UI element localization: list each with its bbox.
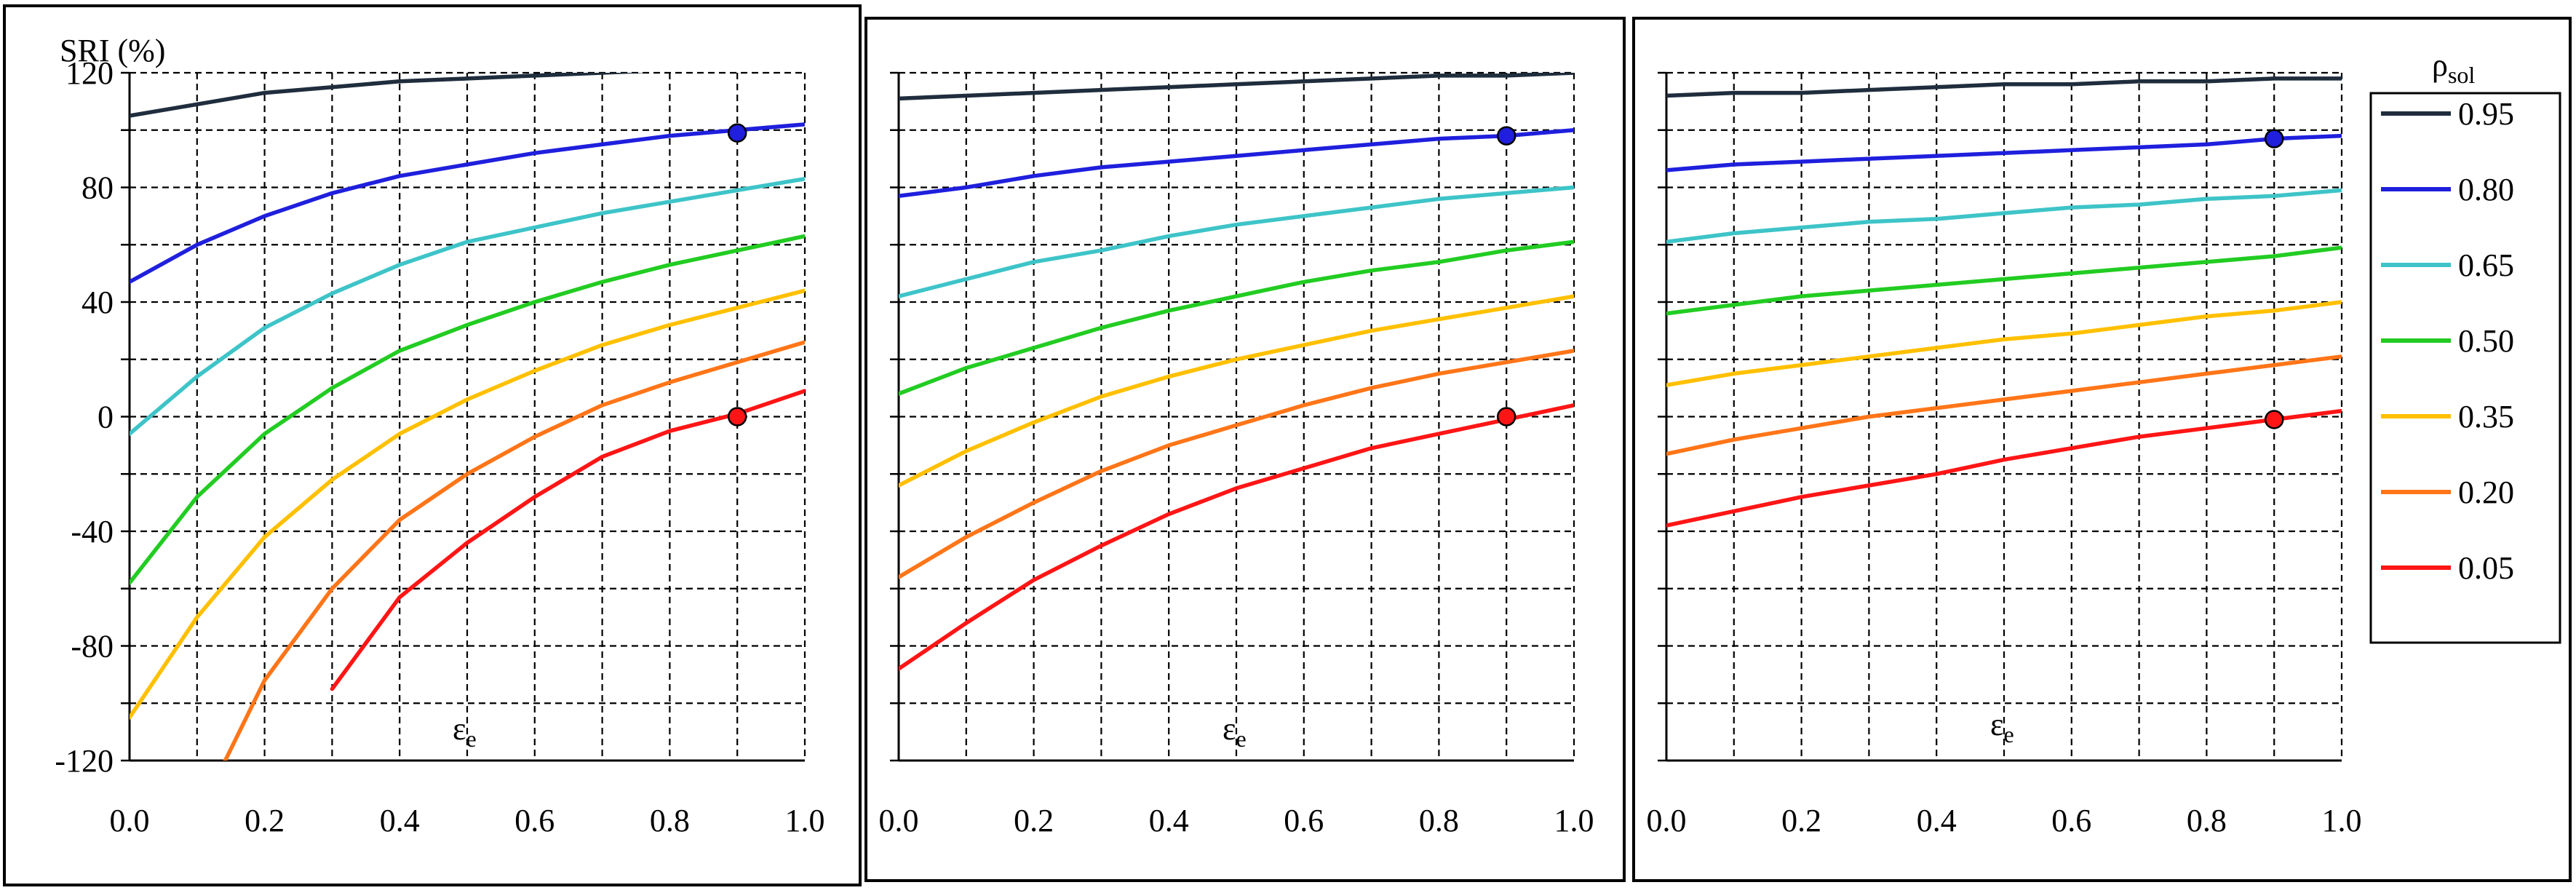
x-tick-label: 0.0 bbox=[1647, 803, 1687, 838]
legend-label-0-20: 0.20 bbox=[2458, 475, 2514, 510]
panel-left-markers bbox=[727, 123, 747, 426]
series-line-0-65 bbox=[130, 176, 805, 436]
series-line-0-80 bbox=[130, 122, 805, 285]
panel-middle: 0.0 0.2 0.4 0.6 0.8 1.0 εe bbox=[879, 71, 1594, 838]
series-line-0-35 bbox=[130, 288, 805, 720]
series-line-0-20 bbox=[223, 340, 805, 761]
x-tick-label: 0.6 bbox=[1284, 803, 1324, 838]
panel-middle-frame bbox=[864, 17, 1626, 882]
panel-right-markers bbox=[2264, 129, 2284, 429]
legend: ρsol 0.95 0.80 0.65 0.50 0.35 0.20 0.05 bbox=[2369, 47, 2561, 644]
x-tick-label: 0.6 bbox=[2051, 803, 2091, 838]
legend-label-0-65: 0.65 bbox=[2458, 247, 2514, 283]
panel-left-grid bbox=[121, 71, 806, 762]
series-line-0-80 bbox=[899, 128, 1574, 199]
x-tick-label: 0.4 bbox=[1149, 803, 1189, 838]
legend-label-0-80: 0.80 bbox=[2458, 172, 2514, 207]
series-line-0-95 bbox=[899, 73, 1574, 101]
x-tick-label: 0.4 bbox=[380, 803, 420, 838]
series-line-0-05 bbox=[330, 389, 805, 691]
reference-point-marker bbox=[727, 407, 747, 426]
panel-middle-x-ticks: 0.0 0.2 0.4 0.6 0.8 1.0 bbox=[879, 803, 1594, 838]
y-tick-label: 40 bbox=[82, 285, 114, 320]
series-line-0-95 bbox=[1666, 76, 2342, 98]
x-tick-label: 0.6 bbox=[514, 803, 554, 838]
legend-label-0-95: 0.95 bbox=[2458, 96, 2514, 132]
legend-label-0-50: 0.50 bbox=[2458, 323, 2514, 359]
series-line-0-80 bbox=[1666, 133, 2342, 172]
x-tick-label: 1.0 bbox=[2322, 803, 2362, 838]
series-line-0-20 bbox=[899, 349, 1574, 579]
legend-title: ρsol bbox=[2432, 47, 2475, 88]
x-tick-label: 0.0 bbox=[879, 803, 919, 838]
x-tick-label: 0.0 bbox=[110, 803, 150, 838]
x-tick-label: 0.2 bbox=[1781, 803, 1821, 838]
reference-point-marker bbox=[2264, 410, 2284, 429]
series-line-0-05 bbox=[1666, 408, 2342, 528]
series-line-0-50 bbox=[899, 239, 1574, 396]
series-line-0-50 bbox=[130, 234, 805, 585]
x-tick-label: 0.4 bbox=[1917, 803, 1957, 838]
y-tick-label: 80 bbox=[82, 170, 114, 206]
series-line-0-05 bbox=[899, 403, 1574, 671]
panel-right-grid bbox=[1658, 71, 2343, 762]
y-axis-title: SRI (%) bbox=[60, 33, 165, 68]
x-axis-title-middle: εe bbox=[1223, 711, 1247, 752]
x-axis-title-left: εe bbox=[453, 711, 477, 752]
panel-left: 120 80 40 0 -40 -80 -120 0.0 0.2 0.4 0.6 0.8 1.0 SR… bbox=[55, 33, 824, 838]
series-line-0-65 bbox=[899, 185, 1574, 298]
x-tick-label: 0.8 bbox=[650, 803, 690, 838]
panel-left-x-ticks: 0.0 0.2 0.4 0.6 0.8 1.0 bbox=[110, 803, 825, 838]
series-line-0-50 bbox=[1666, 245, 2342, 316]
panel-middle-markers bbox=[1496, 126, 1516, 426]
y-tick-label: -80 bbox=[71, 629, 114, 664]
panel-right-x-ticks: 0.0 0.2 0.4 0.6 0.8 1.0 bbox=[1647, 803, 2362, 838]
reference-point-marker bbox=[1496, 126, 1516, 146]
x-tick-label: 0.2 bbox=[245, 803, 285, 838]
series-line-0-35 bbox=[1666, 300, 2342, 387]
legend-box bbox=[2369, 92, 2561, 644]
legend-items: 0.95 0.80 0.65 0.50 0.35 0.20 0.05 bbox=[2381, 96, 2514, 586]
series-line-0-65 bbox=[1666, 188, 2342, 245]
series-line-0-35 bbox=[899, 294, 1574, 488]
legend-label-0-35: 0.35 bbox=[2458, 399, 2514, 434]
x-tick-label: 1.0 bbox=[1554, 803, 1594, 838]
panel-left-frame bbox=[3, 4, 862, 886]
x-tick-label: 0.8 bbox=[2187, 803, 2227, 838]
panel-right: 0.0 0.2 0.4 0.6 0.8 1.0 εe bbox=[1647, 71, 2362, 838]
panel-right-series bbox=[1666, 76, 2342, 528]
legend-label-0-05: 0.05 bbox=[2458, 550, 2514, 586]
y-tick-label: 120 bbox=[65, 55, 114, 91]
y-tick-label: -120 bbox=[55, 743, 114, 779]
x-tick-label: 0.8 bbox=[1419, 803, 1459, 838]
panel-left-series bbox=[130, 73, 805, 761]
x-tick-label: 1.0 bbox=[785, 803, 825, 838]
panel-right-frame bbox=[1632, 17, 2572, 882]
reference-point-marker bbox=[2264, 129, 2284, 148]
y-tick-label: 0 bbox=[98, 400, 114, 435]
x-tick-label: 0.2 bbox=[1014, 803, 1054, 838]
reference-point-marker bbox=[727, 123, 747, 143]
reference-point-marker bbox=[1496, 407, 1516, 426]
series-line-0-95 bbox=[130, 73, 651, 118]
panel-middle-series bbox=[899, 73, 1574, 671]
panel-middle-grid bbox=[890, 71, 1575, 762]
panel-left-y-ticks: 120 80 40 0 -40 -80 -120 bbox=[55, 55, 114, 779]
x-axis-title-right: εe bbox=[1990, 707, 2014, 747]
y-tick-label: -40 bbox=[71, 514, 114, 549]
series-line-0-20 bbox=[1666, 354, 2342, 456]
